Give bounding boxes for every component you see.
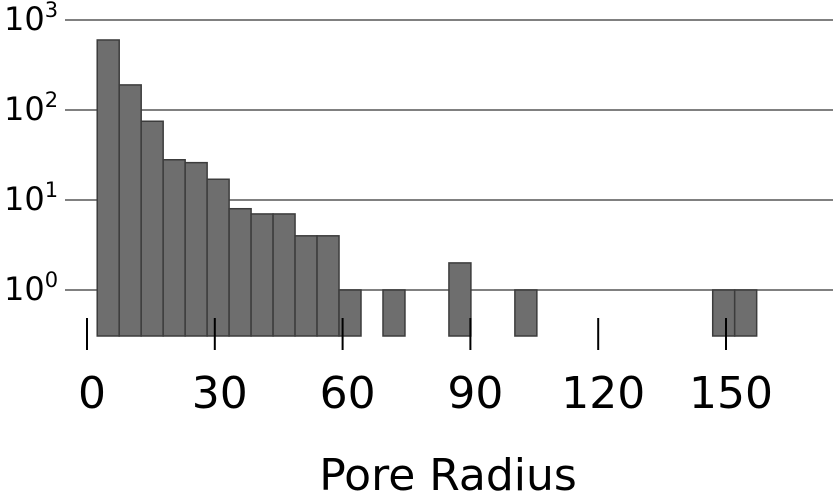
y-tick-label-1e1: 101 [4, 178, 58, 218]
histogram-bar-10 [316, 235, 340, 337]
histogram-bar-1 [118, 84, 142, 337]
histogram-bar-14 [514, 289, 538, 337]
histogram-bar-8 [272, 213, 296, 337]
y-tick-label-1e0: 100 [4, 268, 58, 308]
y-tick-label-1e3: 103 [4, 0, 58, 38]
histogram-bar-4 [184, 161, 208, 337]
histogram-bar-11 [338, 289, 362, 337]
x-axis-ticks: 0 30 60 90 120 150 [78, 318, 773, 419]
y-tick-label-1e2: 102 [4, 88, 58, 128]
x-tick-label-0: 0 [78, 368, 106, 419]
histogram-bar-9 [294, 235, 318, 337]
histogram-bar-13 [448, 262, 472, 337]
x-axis-title: Pore Radius [319, 450, 577, 497]
histogram-bar-3 [162, 159, 186, 337]
x-tick-label-150: 150 [689, 368, 773, 419]
histogram-bar-16 [733, 289, 758, 337]
histogram-bar-7 [250, 213, 274, 337]
histogram-bar-12 [382, 289, 406, 337]
x-tick-label-60: 60 [320, 368, 376, 419]
histogram-bar-2 [140, 120, 164, 337]
x-tick-label-90: 90 [447, 368, 503, 419]
histogram-bar-6 [228, 207, 252, 337]
y-tick-labels: 100 101 102 103 [4, 0, 58, 308]
histogram-bar-15 [711, 289, 736, 337]
bars [96, 39, 758, 337]
histogram-bar-0 [96, 39, 120, 337]
histogram-bar-5 [206, 178, 230, 337]
x-tick-label-30: 30 [192, 368, 248, 419]
x-tick-label-120: 120 [561, 368, 645, 419]
